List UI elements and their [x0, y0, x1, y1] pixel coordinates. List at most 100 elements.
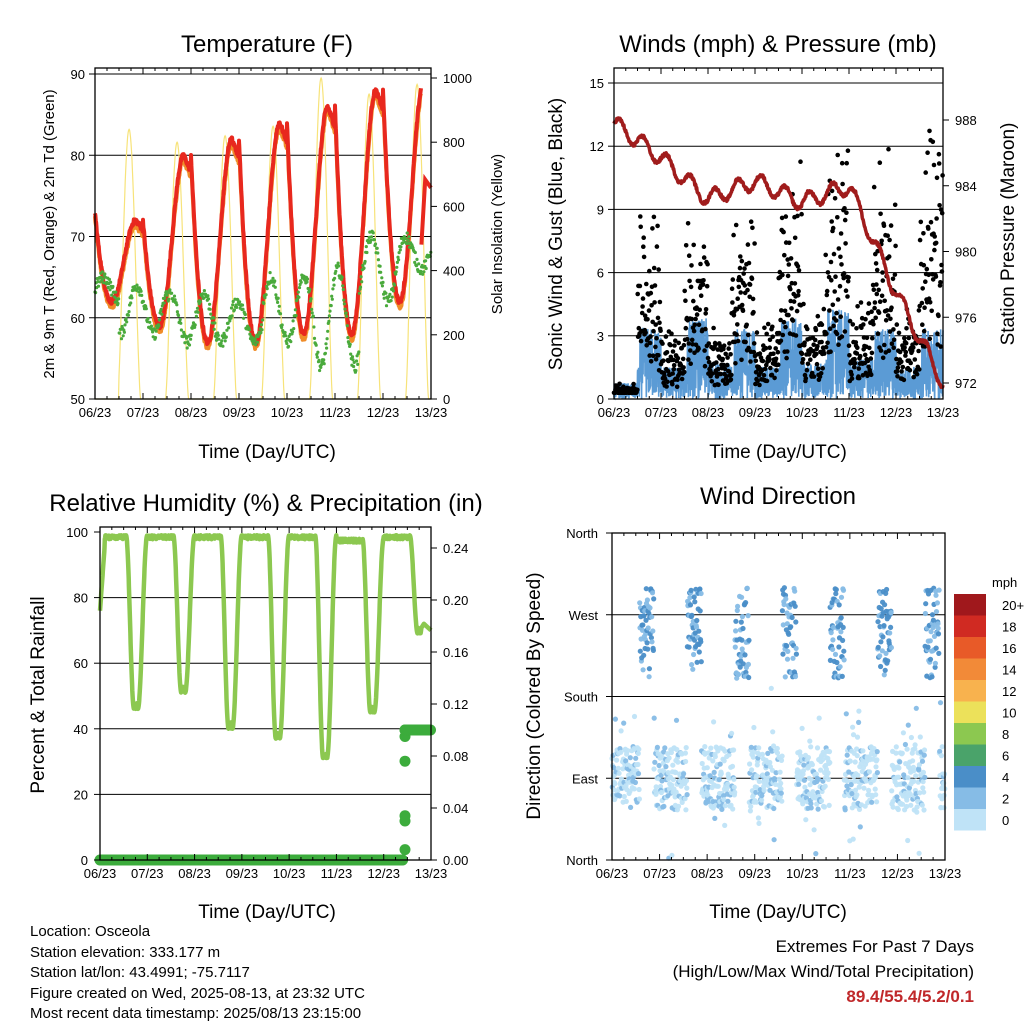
- gust-point: [676, 340, 681, 346]
- direction-point: [691, 594, 697, 600]
- direction-point: [751, 724, 757, 731]
- direction-point: [820, 757, 826, 763]
- direction-point: [809, 762, 816, 768]
- dewpoint-point: [202, 289, 206, 293]
- dewpoint-point: [102, 281, 106, 285]
- direction-point: [759, 797, 765, 803]
- gust-point: [701, 278, 706, 283]
- direction-point: [917, 734, 923, 740]
- gust-point: [652, 283, 658, 288]
- gust-point: [639, 310, 645, 316]
- direction-point: [681, 771, 687, 777]
- gust-point: [638, 214, 643, 219]
- gust-point: [745, 287, 750, 293]
- gust-point: [671, 367, 677, 372]
- gust-point: [936, 151, 942, 157]
- direction-point: [637, 648, 643, 654]
- gust-point: [696, 322, 702, 328]
- direction-point: [869, 799, 875, 805]
- gust-point: [660, 341, 665, 346]
- y2-tick-label: 0.12: [443, 697, 468, 712]
- temperature-right-axis-label: Solar Insolation (Yellow): [489, 154, 506, 314]
- gust-point: [703, 326, 708, 332]
- direction-point: [779, 798, 785, 804]
- dewpoint-point: [103, 272, 107, 276]
- gust-point: [886, 348, 892, 354]
- dewpoint-point: [297, 295, 301, 299]
- direction-point: [654, 744, 661, 751]
- direction-point: [698, 659, 704, 665]
- legend-label: 4: [1002, 770, 1009, 785]
- gust-point: [904, 326, 909, 331]
- dewpoint-point: [389, 299, 393, 303]
- dewpoint-point: [415, 257, 419, 261]
- direction-point: [669, 782, 675, 788]
- direction-point: [856, 784, 862, 790]
- gust-point: [657, 320, 662, 326]
- legend-swatch: [954, 658, 986, 680]
- direction-point: [908, 802, 914, 808]
- gust-point: [815, 366, 821, 372]
- gust-point: [908, 360, 913, 366]
- direction-point: [916, 767, 922, 773]
- direction-point: [620, 766, 626, 772]
- direction-point: [832, 651, 839, 658]
- gust-point: [794, 308, 800, 314]
- x-tick-label: 12/23: [367, 866, 400, 881]
- dewpoint-point: [342, 298, 346, 302]
- dewpoint-point: [322, 358, 326, 362]
- direction-point: [675, 759, 681, 765]
- dewpoint-point: [187, 343, 192, 347]
- direction-point: [777, 769, 783, 775]
- direction-point: [738, 619, 744, 625]
- gust-point: [693, 316, 698, 322]
- y-tick-label: South: [564, 690, 598, 705]
- gust-point: [779, 215, 785, 221]
- humidity-series: [94, 533, 436, 866]
- direction-point: [928, 629, 934, 635]
- gust-point: [896, 330, 902, 336]
- direction-point: [621, 720, 627, 726]
- gust-point: [782, 252, 787, 258]
- dewpoint-point: [330, 294, 334, 298]
- dewpoint-point: [122, 330, 126, 334]
- direction-point: [921, 752, 927, 758]
- direction-point: [735, 603, 741, 610]
- direction-point: [665, 770, 671, 776]
- gust-point: [880, 270, 885, 275]
- dewpoint-point: [318, 368, 322, 373]
- dewpoint-point: [111, 284, 115, 289]
- dewpoint-point: [220, 339, 224, 343]
- gust-point: [873, 261, 879, 266]
- direction-point: [653, 791, 659, 797]
- temperature-title: Temperature (F): [181, 31, 353, 58]
- gust-point: [876, 310, 882, 316]
- x-tick-label: 11/23: [319, 405, 351, 420]
- direction-point: [650, 628, 656, 634]
- gust-point: [869, 350, 875, 356]
- gust-point: [793, 333, 799, 338]
- gust-point: [780, 272, 785, 278]
- gust-point: [671, 363, 677, 368]
- dewpoint-point: [373, 242, 378, 246]
- direction-point: [754, 762, 760, 768]
- gust-point: [923, 279, 928, 285]
- gust-point: [888, 316, 893, 322]
- gust-point: [927, 128, 932, 134]
- dewpoint-point: [210, 321, 215, 325]
- y2-tick-label: 0.08: [443, 749, 468, 764]
- dewpoint-point: [234, 303, 238, 307]
- direction-point: [731, 776, 737, 782]
- direction-point: [726, 752, 732, 758]
- gust-point: [832, 289, 837, 294]
- dewpoint-point: [417, 262, 421, 266]
- dewpoint-point: [264, 293, 268, 297]
- gust-point: [894, 369, 900, 374]
- dewpoint-point: [221, 344, 225, 348]
- sonic-wind-line: [613, 309, 944, 401]
- direction-point: [698, 639, 704, 645]
- dewpoint-point: [406, 238, 410, 242]
- direction-point: [666, 755, 672, 761]
- gust-point: [881, 223, 887, 228]
- dewpoint-point: [146, 317, 150, 321]
